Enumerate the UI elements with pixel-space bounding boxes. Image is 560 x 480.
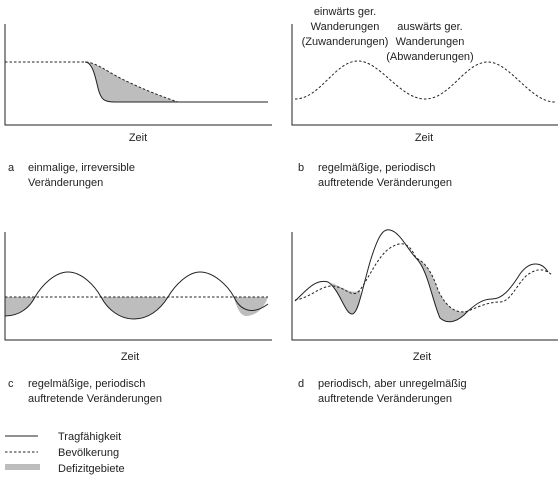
panel-b-population-line [294,60,556,103]
panel-b-letter: b [298,162,304,174]
panel-d-capacity-line [294,229,549,323]
panel-b-caption-line2: auftretende Veränderungen [318,177,452,189]
panel-c-capacity-line [4,271,269,320]
panel-a-caption-line1: einmalige, irreversible [28,162,135,174]
panel-b-caption-line1: regelmäßige, periodisch [318,162,435,174]
panel-d-letter: d [298,378,304,390]
panel-b-annotation-in-2: Wanderungen [311,21,380,33]
legend-capacity-label: Tragfähigkeit [58,431,121,443]
panel-b-axis-label: Zeit [415,132,433,144]
legend-population-label: Bevölkerung [58,447,119,459]
legend-deficit-swatch [5,464,40,470]
panel-d-caption-line1: periodisch, aber unregelmäßig [318,378,467,390]
panel-c-axes [4,232,272,341]
panel-b-annotation-out-1: auswärts ger. [397,21,462,33]
panel-a-population-line [5,61,268,103]
panel-a-axis-label: Zeit [129,132,147,144]
panel-b-axes [291,24,558,126]
panel-b-annotation-in-3: (Zuwanderungen) [302,36,389,48]
panel-b-annotation-out-3: (Abwanderungen) [386,51,473,63]
panel-d-axes [291,232,558,341]
panel-d: Zeit d periodisch, aber unregelmäßig auf… [291,229,558,405]
legend: Tragfähigkeit Bevölkerung Defizitgebiete [5,431,125,475]
legend-deficit-label: Defizitgebiete [58,463,125,475]
panel-d-caption-line2: auftretende Veränderungen [318,393,452,405]
panel-a-deficit-area [85,62,178,102]
panel-c-caption-line1: regelmäßige, periodisch [28,378,145,390]
panel-c-axis-label: Zeit [121,351,139,363]
panel-b-annotation-in-1: einwärts ger. [314,6,376,18]
panel-d-axis-label: Zeit [413,351,431,363]
panel-d-population-line [294,243,553,313]
panel-d-deficit-area [328,258,468,322]
panel-c-deficit-area [5,297,268,319]
panel-a-letter: a [8,162,15,174]
panel-c-caption-line2: auftretende Veränderungen [28,393,162,405]
panel-a-axes [4,24,272,126]
panel-a: Zeit a einmalige, irreversible Veränderu… [4,24,272,189]
panel-b: einwärts ger. Wanderungen (Zuwanderungen… [291,6,558,189]
panel-b-annotation-out-2: Wanderungen [396,36,465,48]
panel-c-letter: c [8,378,14,390]
panel-c: Zeit c regelmäßige, periodisch auftreten… [4,232,272,405]
panel-a-caption-line2: Veränderungen [28,177,103,189]
panel-a-capacity-line [84,61,268,103]
